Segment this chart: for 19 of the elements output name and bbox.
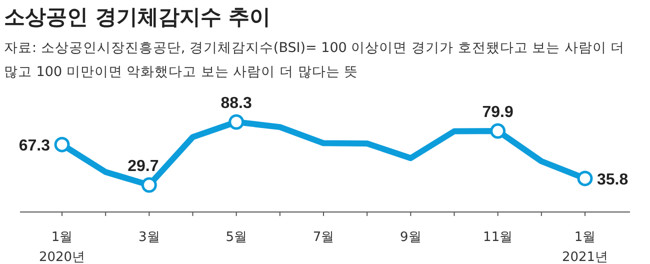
x-tick-label: 9월 bbox=[400, 230, 422, 245]
data-label: 35.8 bbox=[597, 171, 628, 188]
point bbox=[54, 136, 70, 152]
point bbox=[141, 177, 157, 193]
x-tick-label: 7월 bbox=[312, 230, 334, 245]
title: 소상공인 경기체감지수 추이 bbox=[4, 5, 271, 29]
x-tick-label: 1월 2020년 bbox=[38, 230, 86, 264]
x-tick-label: 3월 bbox=[138, 230, 160, 245]
x-tick-label: 11월 bbox=[483, 230, 513, 245]
data-label: 79.9 bbox=[482, 104, 514, 122]
point bbox=[490, 123, 506, 139]
x-tick-label: 1월 2021년 bbox=[562, 230, 608, 264]
point bbox=[577, 170, 593, 186]
subtitle: 자료: 소상공인시장진흥공단, 경기체감지수(BSI)= 100 이상이면 경기가 호전됐다고 보는 사람이 더 많고 100 미만이면 악화했다고 보는 사람이 더 많다는 뜻 bbox=[4, 40, 625, 80]
data-label: 67.3 bbox=[18, 138, 50, 155]
point bbox=[228, 114, 244, 130]
data-label: 29.7 bbox=[128, 158, 159, 175]
x-tick-label: 5월 bbox=[226, 230, 247, 245]
data-label: 88.3 bbox=[220, 95, 252, 112]
